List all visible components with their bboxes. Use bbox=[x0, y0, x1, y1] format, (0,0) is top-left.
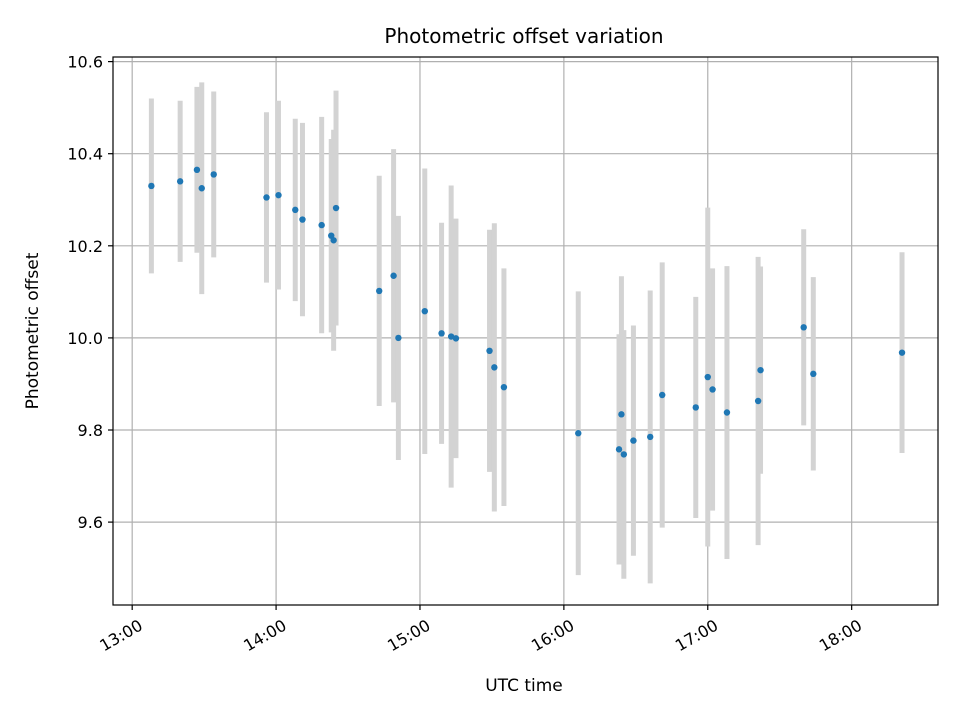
x-tick-label: 18:00 bbox=[816, 616, 865, 656]
x-tick-label: 13:00 bbox=[96, 616, 145, 656]
data-point bbox=[332, 204, 340, 212]
y-tick-label: 9.8 bbox=[78, 421, 103, 440]
data-point bbox=[263, 194, 270, 201]
plot-frame bbox=[112, 56, 939, 606]
data-point bbox=[615, 446, 623, 453]
data-point bbox=[210, 171, 217, 178]
x-tick-label: 17:00 bbox=[672, 616, 721, 656]
data-point bbox=[491, 364, 498, 371]
y-tick-label: 10.6 bbox=[67, 53, 103, 72]
chart-title: Photometric offset variation bbox=[384, 24, 663, 48]
y-axis-ticks: 9.6 9.8 10.0 10.2 10.4 10.6 bbox=[67, 53, 113, 532]
data-point bbox=[800, 324, 807, 331]
y-axis-label: Photometric offset bbox=[23, 252, 43, 409]
data-point bbox=[704, 373, 711, 381]
y-tick-label: 10.2 bbox=[67, 237, 103, 256]
data-point bbox=[176, 178, 184, 185]
x-tick-label: 14:00 bbox=[240, 616, 289, 656]
data-point bbox=[447, 333, 455, 340]
data-point bbox=[148, 182, 155, 190]
error-bars bbox=[148, 82, 905, 584]
data-point bbox=[421, 307, 428, 315]
data-point bbox=[575, 430, 582, 437]
y-tick-label: 10.0 bbox=[67, 329, 103, 348]
data-point bbox=[692, 404, 699, 411]
data-point bbox=[390, 272, 397, 279]
data-point bbox=[299, 216, 306, 223]
data-point bbox=[647, 433, 654, 441]
data-point bbox=[618, 411, 625, 418]
x-tick-label: 15:00 bbox=[384, 616, 433, 656]
data-point bbox=[275, 191, 282, 199]
data-point bbox=[620, 451, 628, 458]
x-axis-ticks: 13:00 14:00 15:00 16:00 17:00 18:00 bbox=[96, 605, 865, 655]
data-point bbox=[438, 330, 445, 337]
data-point bbox=[723, 409, 731, 416]
data-point bbox=[376, 287, 383, 295]
data-points bbox=[148, 166, 906, 458]
data-point bbox=[486, 347, 493, 355]
y-tick-label: 9.6 bbox=[78, 513, 103, 532]
data-point bbox=[198, 185, 205, 192]
x-tick-label: 16:00 bbox=[528, 616, 577, 656]
data-point bbox=[193, 166, 201, 174]
data-point bbox=[318, 221, 325, 229]
data-point bbox=[292, 206, 299, 214]
y-tick-label: 10.4 bbox=[67, 145, 103, 164]
data-point bbox=[395, 334, 402, 342]
data-point bbox=[330, 237, 337, 244]
x-axis-label: UTC time bbox=[485, 676, 563, 696]
data-point bbox=[659, 391, 666, 399]
data-point bbox=[754, 397, 762, 405]
data-point bbox=[810, 370, 817, 378]
data-point bbox=[757, 366, 764, 374]
data-point bbox=[452, 335, 460, 342]
data-point bbox=[898, 349, 906, 356]
data-point bbox=[630, 437, 637, 444]
data-point bbox=[709, 386, 716, 393]
data-point bbox=[500, 383, 508, 391]
